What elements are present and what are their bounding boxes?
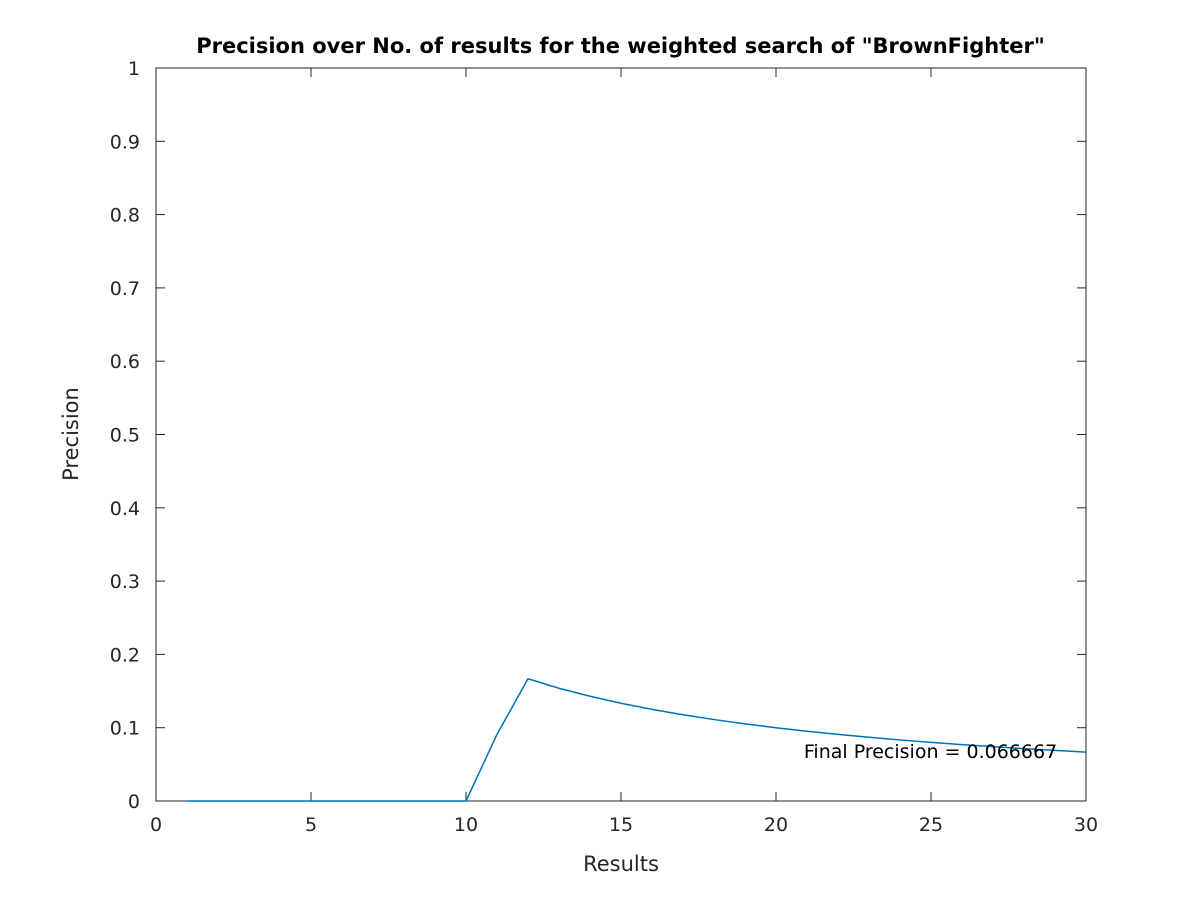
- y-tick-label: 0.8: [110, 205, 140, 227]
- x-tick-label: 20: [764, 814, 788, 836]
- y-tick-label: 1: [128, 58, 140, 80]
- x-tick-label: 30: [1074, 814, 1098, 836]
- y-axis-label: Precision: [59, 387, 83, 481]
- y-tick-label: 0.2: [110, 644, 140, 666]
- axes-frame: [155, 67, 1087, 802]
- y-tick-label: 0.6: [110, 351, 140, 373]
- y-tick-label: 0: [128, 791, 140, 813]
- x-tick-labels: 0 5 10 15 20 25 30: [150, 814, 1098, 836]
- y-tick-label: 0.5: [110, 425, 140, 447]
- series-line: [187, 677, 1087, 802]
- y-tick-labels: 0 0.1 0.2 0.3 0.4 0.5 0.6 0.7 0.8 0.9 1: [110, 58, 140, 813]
- x-tick-label: 5: [305, 814, 317, 836]
- y-tick-label: 0.9: [110, 131, 140, 153]
- y-tick-label: 0.4: [110, 498, 140, 520]
- y-tick-label: 0.1: [110, 718, 140, 740]
- x-tick-label: 15: [609, 814, 633, 836]
- series-layer: [187, 677, 1087, 802]
- y-tick-label: 0.7: [110, 278, 140, 300]
- x-tick-label: 10: [454, 814, 478, 836]
- chart-title: Precision over No. of results for the we…: [196, 34, 1045, 58]
- plot-area: [156, 68, 1086, 801]
- x-axis-label: Results: [583, 852, 659, 876]
- final-precision-annotation: Final Precision = 0.066667: [804, 741, 1057, 763]
- x-tick-label: 25: [919, 814, 943, 836]
- y-tick-label: 0.3: [110, 571, 140, 593]
- x-tick-label: 0: [150, 814, 162, 836]
